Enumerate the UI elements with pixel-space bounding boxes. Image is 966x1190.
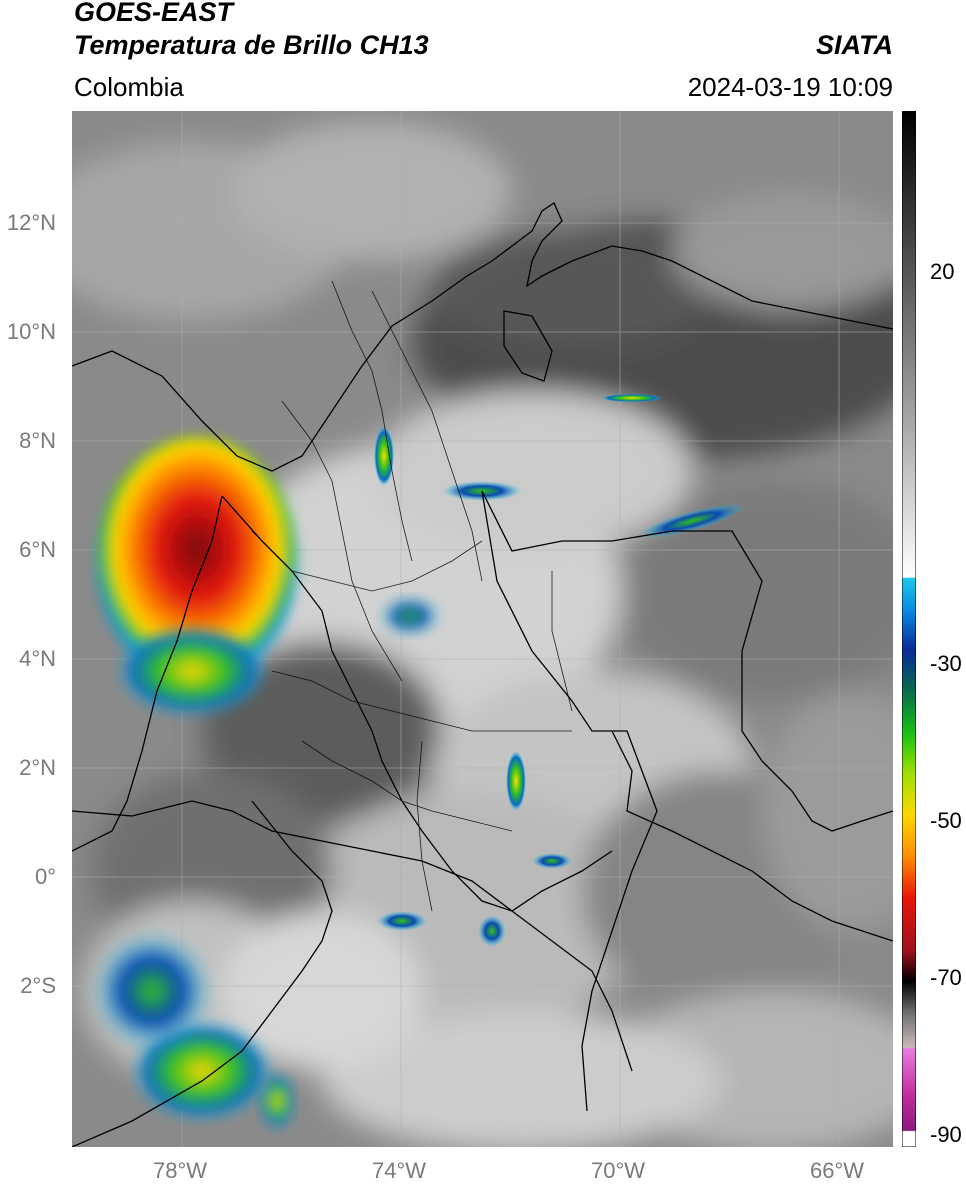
satellite-map[interactable] [72,111,893,1147]
satellite-title: GOES-EAST [74,0,234,27]
datetime-label: 2024-03-19 10:09 [687,72,893,102]
colorbar-label-minus70: -70 [930,965,962,990]
lat-label-4n: 4°N [19,646,56,671]
brand-label: SIATA [816,30,893,60]
department-borders [251,280,573,912]
pacific-coastline [72,495,223,852]
lon-label-66w: 66°W [810,1158,865,1183]
lat-label-2n: 2°N [19,755,56,780]
product-title: Temperatura de Brillo CH13 [74,30,429,60]
colorbar-label-20: 20 [930,259,955,284]
caribbean-coastline [72,202,893,472]
region-label: Colombia [74,72,184,102]
lat-label-10n: 10°N [6,319,56,344]
lat-label-0: 0° [34,864,56,889]
lat-label-8n: 8°N [19,428,56,453]
colorbar-label-minus90: -90 [930,1122,962,1147]
lat-label-12n: 12°N [6,210,56,235]
lon-label-70w: 70°W [591,1158,646,1183]
lon-label-78w: 78°W [153,1158,208,1183]
convective-cells [92,394,746,1129]
lat-label-6n: 6°N [19,537,56,562]
lon-label-74w: 74°W [372,1158,427,1183]
colorbar-label-minus50: -50 [930,808,962,833]
lat-label-2s: 2°S [20,973,56,998]
boundaries [72,202,893,1147]
colombia-east-border [481,490,893,832]
colorbar-label-minus30: -30 [930,651,962,676]
main-storm [97,436,297,686]
temperature-colorbar [902,111,916,1147]
cloud-field [72,121,893,1147]
